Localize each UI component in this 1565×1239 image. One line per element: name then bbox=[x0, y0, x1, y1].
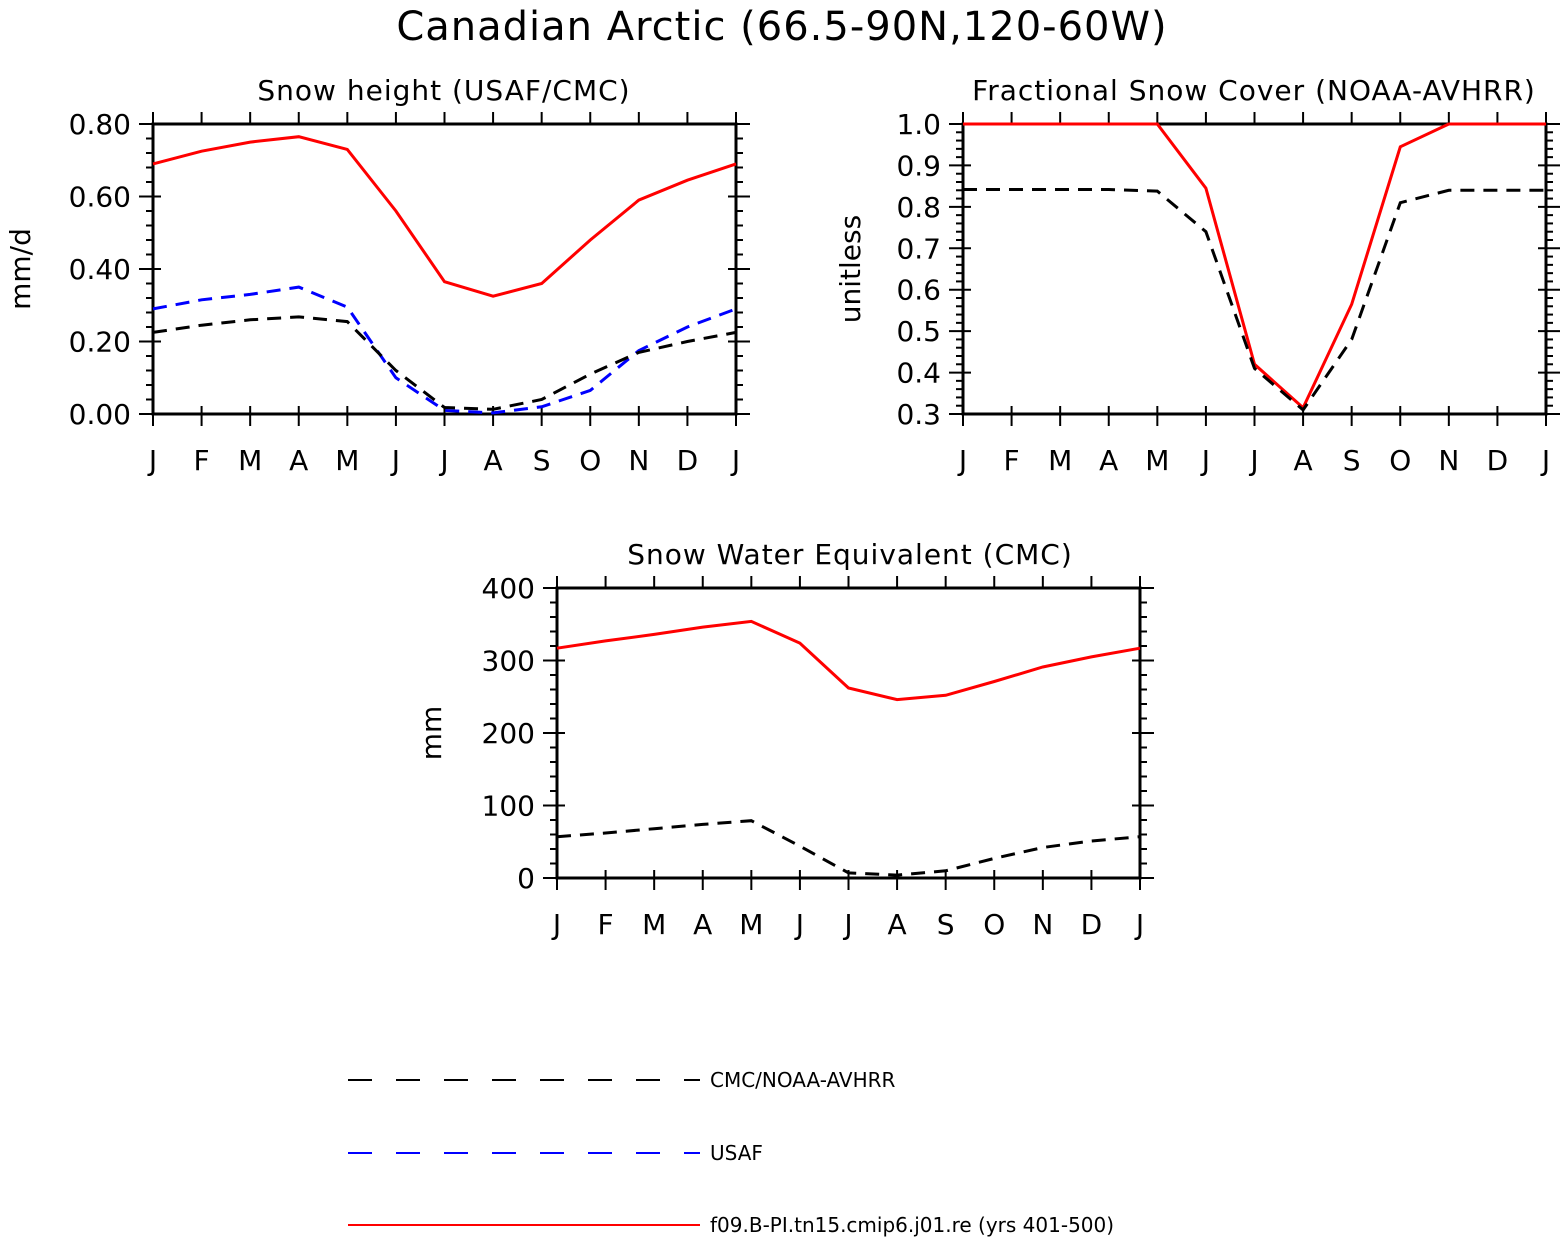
x-tick-label: J bbox=[390, 444, 400, 477]
x-tick-label: N bbox=[1438, 444, 1459, 477]
y-tick-label: 0.6 bbox=[896, 274, 941, 307]
main-title: Canadian Arctic (66.5-90N,120-60W) bbox=[396, 4, 1167, 50]
x-tick-label: J bbox=[842, 908, 852, 941]
panel-title: Snow height (USAF/CMC) bbox=[257, 74, 630, 107]
series-line-model bbox=[556, 619, 1141, 702]
x-tick-label: M bbox=[1048, 444, 1072, 477]
series-line-usaf bbox=[152, 285, 737, 415]
panel-fractional-snow-cover: Fractional Snow Cover (NOAA-AVHRR) unitl… bbox=[834, 74, 1560, 477]
legend-entry-model: f09.B-PI.tn15.cmip6.j01.re (yrs 401-500) bbox=[348, 1213, 1114, 1237]
y-tick-label: 0.80 bbox=[69, 108, 131, 141]
y-axis-label: mm bbox=[415, 706, 448, 761]
x-tick-label: F bbox=[1004, 444, 1020, 477]
x-tick-label: O bbox=[983, 908, 1005, 941]
y-tick-label: 0.00 bbox=[69, 398, 131, 431]
series-line-obs bbox=[963, 188, 1546, 413]
y-tick-label: 1.0 bbox=[896, 108, 941, 141]
series-line-obs bbox=[556, 819, 1141, 877]
plot-frame bbox=[555, 586, 1142, 880]
x-tick-label: D bbox=[1487, 444, 1509, 477]
x-tick-label: M bbox=[1145, 444, 1169, 477]
x-tick-label: J bbox=[1134, 908, 1144, 941]
y-tick-label: 0.60 bbox=[69, 181, 131, 214]
plot-frame bbox=[151, 122, 738, 416]
y-tick-label: 0.7 bbox=[896, 232, 941, 265]
x-tick-label: O bbox=[579, 444, 601, 477]
y-tick-label: 100 bbox=[482, 790, 535, 823]
x-tick-label: J bbox=[794, 908, 804, 941]
y-axis-label: mm/d bbox=[4, 228, 37, 310]
plot-frame bbox=[961, 122, 1548, 416]
y-tick-label: 0.3 bbox=[896, 398, 941, 431]
legend-entry-usaf: USAF bbox=[348, 1141, 763, 1165]
x-tick-label: S bbox=[1343, 444, 1361, 477]
x-tick-label: M bbox=[642, 908, 666, 941]
x-tick-label: A bbox=[289, 444, 308, 477]
y-tick-label: 0 bbox=[517, 862, 535, 895]
x-tick-label: D bbox=[1081, 908, 1103, 941]
y-tick-label: 200 bbox=[482, 717, 535, 750]
legend: CMC/NOAA-AVHRR USAF f09.B-PI.tn15.cmip6.… bbox=[348, 1068, 1114, 1237]
x-tick-label: J bbox=[957, 444, 967, 477]
x-tick-label: D bbox=[677, 444, 699, 477]
legend-label-model: f09.B-PI.tn15.cmip6.j01.re (yrs 401-500) bbox=[710, 1213, 1114, 1237]
legend-label-usaf: USAF bbox=[710, 1141, 763, 1165]
x-tick-label: J bbox=[730, 444, 740, 477]
x-tick-label: O bbox=[1389, 444, 1411, 477]
x-tick-label: S bbox=[533, 444, 551, 477]
y-tick-label: 400 bbox=[482, 572, 535, 605]
y-tick-label: 0.8 bbox=[896, 191, 941, 224]
x-tick-label: J bbox=[147, 444, 157, 477]
x-tick-label: M bbox=[739, 908, 763, 941]
x-tick-label: J bbox=[1540, 444, 1550, 477]
x-tick-label: N bbox=[1032, 908, 1053, 941]
x-tick-label: J bbox=[438, 444, 448, 477]
panel-title: Snow Water Equivalent (CMC) bbox=[627, 538, 1073, 571]
x-tick-label: M bbox=[335, 444, 359, 477]
series-line-obs bbox=[152, 315, 737, 411]
x-tick-label: A bbox=[1294, 444, 1313, 477]
y-tick-label: 0.20 bbox=[69, 326, 131, 359]
x-tick-label: J bbox=[551, 908, 561, 941]
x-tick-label: J bbox=[1200, 444, 1210, 477]
y-tick-label: 0.4 bbox=[896, 357, 941, 390]
panel-title: Fractional Snow Cover (NOAA-AVHRR) bbox=[972, 74, 1536, 107]
series-line-model bbox=[152, 135, 737, 298]
x-tick-label: A bbox=[888, 908, 907, 941]
y-tick-label: 0.9 bbox=[896, 149, 941, 182]
x-tick-label: F bbox=[194, 444, 210, 477]
y-axis-label: unitless bbox=[834, 215, 867, 323]
x-tick-label: N bbox=[628, 444, 649, 477]
x-tick-label: A bbox=[693, 908, 712, 941]
x-tick-label: S bbox=[937, 908, 955, 941]
y-tick-label: 0.5 bbox=[896, 315, 941, 348]
legend-entry-obs: CMC/NOAA-AVHRR bbox=[348, 1068, 896, 1092]
x-tick-label: M bbox=[238, 444, 262, 477]
x-tick-label: J bbox=[1248, 444, 1258, 477]
x-tick-label: F bbox=[598, 908, 614, 941]
y-tick-label: 0.40 bbox=[69, 253, 131, 286]
x-tick-label: A bbox=[484, 444, 503, 477]
x-tick-label: A bbox=[1099, 444, 1118, 477]
y-tick-label: 300 bbox=[482, 645, 535, 678]
legend-label-obs: CMC/NOAA-AVHRR bbox=[710, 1068, 896, 1092]
